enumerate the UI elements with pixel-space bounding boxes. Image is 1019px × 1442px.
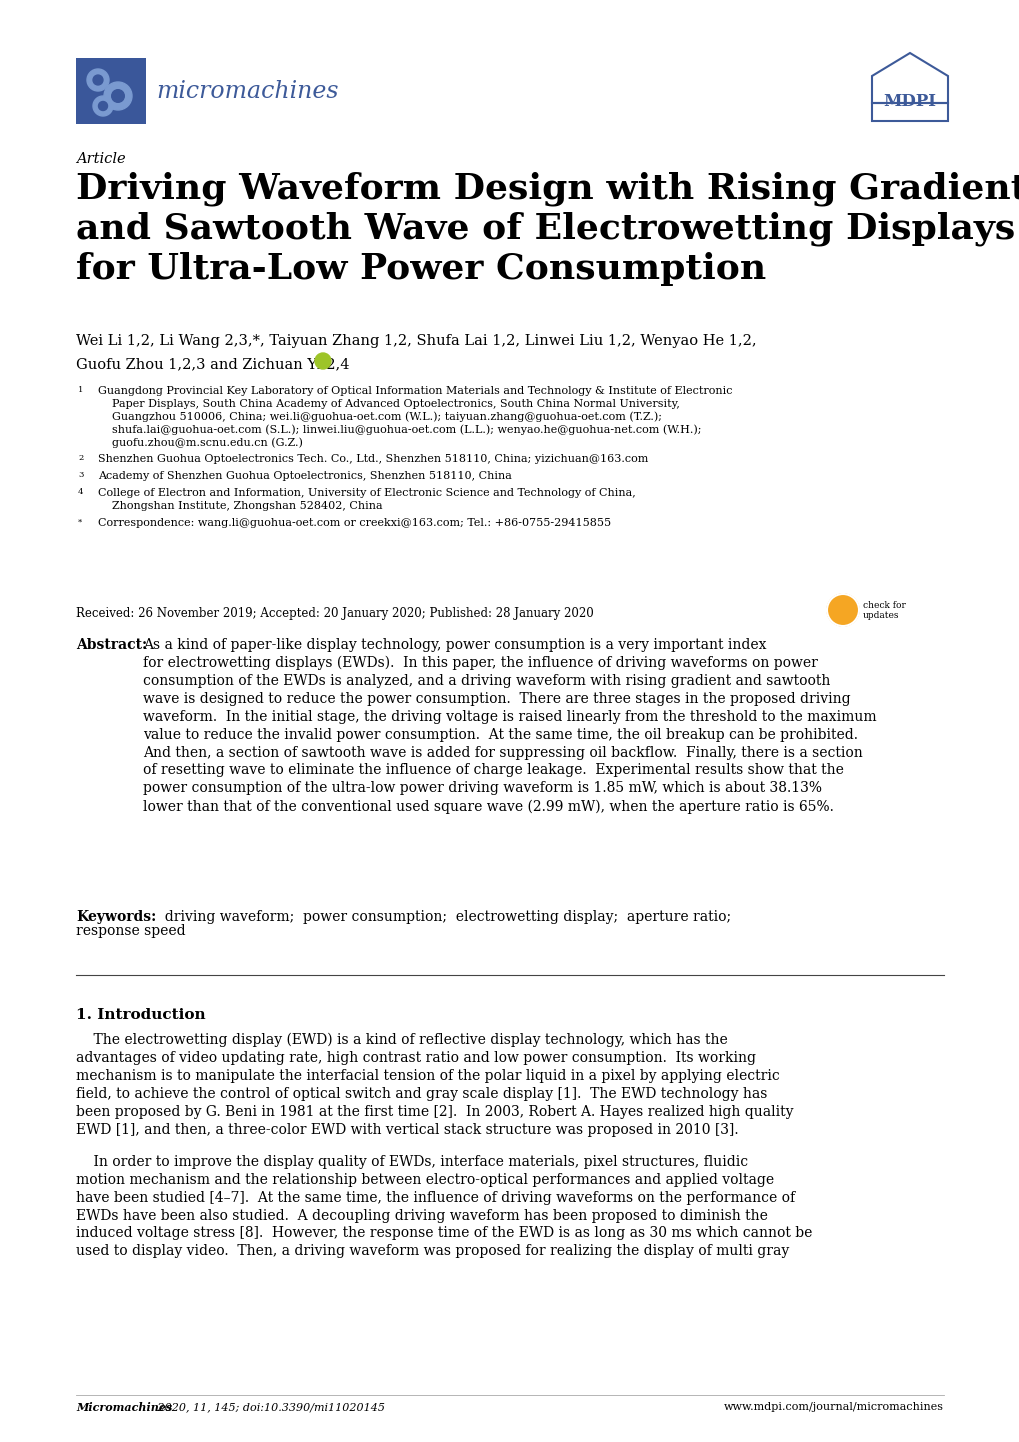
Text: Keywords:: Keywords: [76,910,156,924]
Circle shape [87,69,109,91]
Text: Micromachines: Micromachines [76,1402,172,1413]
Text: iD: iD [318,358,327,365]
Text: response speed: response speed [76,924,185,937]
Circle shape [93,97,113,115]
Text: Correspondence: wang.li@guohua-oet.com or creekxi@163.com; Tel.: +86-0755-294158: Correspondence: wang.li@guohua-oet.com o… [98,519,610,529]
Text: Wei Li 1,2, Li Wang 2,3,*, Taiyuan Zhang 1,2, Shufa Lai 1,2, Linwei Liu 1,2, Wen: Wei Li 1,2, Li Wang 2,3,*, Taiyuan Zhang… [76,335,756,348]
Text: micromachines: micromachines [156,79,338,102]
Text: check for: check for [862,601,905,610]
Circle shape [99,101,107,111]
Text: www.mdpi.com/journal/micromachines: www.mdpi.com/journal/micromachines [723,1402,943,1412]
Text: College of Electron and Information, University of Electronic Science and Techno: College of Electron and Information, Uni… [98,489,635,510]
Circle shape [93,75,103,85]
Text: Article: Article [76,151,125,166]
Text: *: * [77,519,83,526]
Text: 4: 4 [77,489,84,496]
Text: 2020, 11, 145; doi:10.3390/mi11020145: 2020, 11, 145; doi:10.3390/mi11020145 [154,1402,384,1412]
Circle shape [315,353,331,369]
Text: As a kind of paper-like display technology, power consumption is a very importan: As a kind of paper-like display technolo… [143,637,875,813]
Circle shape [104,82,131,110]
Text: 1. Introduction: 1. Introduction [76,1008,206,1022]
Circle shape [112,89,124,102]
FancyBboxPatch shape [76,58,146,124]
Text: Received: 26 November 2019; Accepted: 20 January 2020; Published: 28 January 202: Received: 26 November 2019; Accepted: 20… [76,607,593,620]
Text: ✓: ✓ [837,601,848,620]
Text: Abstract:: Abstract: [76,637,147,652]
Text: Driving Waveform Design with Rising Gradient
and Sawtooth Wave of Electrowetting: Driving Waveform Design with Rising Grad… [76,172,1019,286]
Text: 2: 2 [77,453,84,461]
Text: The electrowetting display (EWD) is a kind of reflective display technology, whi: The electrowetting display (EWD) is a ki… [76,1032,793,1136]
Circle shape [826,594,858,626]
Text: Shenzhen Guohua Optoelectronics Tech. Co., Ltd., Shenzhen 518110, China; yizichu: Shenzhen Guohua Optoelectronics Tech. Co… [98,453,648,463]
Text: 3: 3 [77,472,84,479]
Text: Academy of Shenzhen Guohua Optoelectronics, Shenzhen 518110, China: Academy of Shenzhen Guohua Optoelectroni… [98,472,512,482]
Text: Guofu Zhou 1,2,3 and Zichuan Yi 2,4: Guofu Zhou 1,2,3 and Zichuan Yi 2,4 [76,358,350,371]
Text: Guangdong Provincial Key Laboratory of Optical Information Materials and Technol: Guangdong Provincial Key Laboratory of O… [98,386,732,448]
Text: driving waveform;  power consumption;  electrowetting display;  aperture ratio;: driving waveform; power consumption; ele… [156,910,731,924]
Text: 1: 1 [77,386,84,394]
Text: In order to improve the display quality of EWDs, interface materials, pixel stru: In order to improve the display quality … [76,1155,811,1259]
Text: MDPI: MDPI [882,92,935,110]
Text: updates: updates [862,611,899,620]
